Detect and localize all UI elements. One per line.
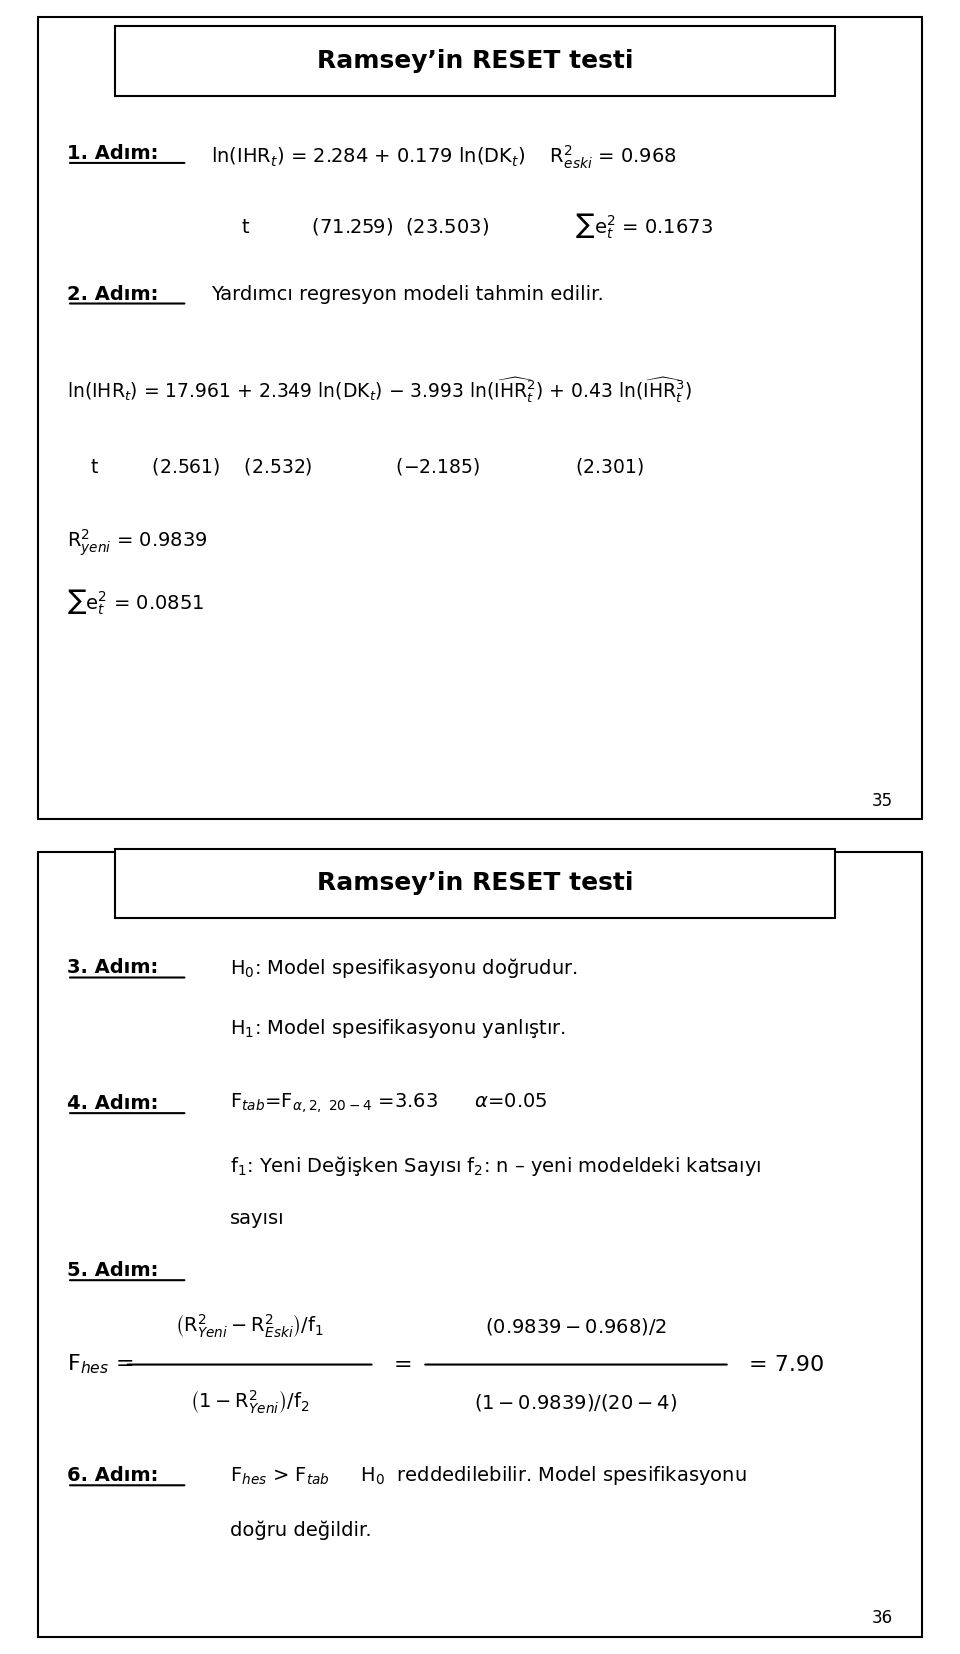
Text: =: = (394, 1355, 412, 1374)
Text: 5. Adım:: 5. Adım: (67, 1260, 158, 1280)
Text: doğru değildir.: doğru değildir. (230, 1520, 372, 1540)
Text: 35: 35 (872, 792, 893, 809)
Text: F$_{hes}$ =: F$_{hes}$ = (67, 1353, 133, 1376)
Text: $\left(1 - {\rm R}^2_{Yeni}\right)/ {\rm f}_2$: $\left(1 - {\rm R}^2_{Yeni}\right)/ {\rm… (190, 1389, 309, 1416)
Text: 1. Adım:: 1. Adım: (67, 144, 158, 164)
FancyBboxPatch shape (38, 17, 922, 819)
Text: $\left(1 - 0.9839\right)/(20 - 4)$: $\left(1 - 0.9839\right)/(20 - 4)$ (474, 1393, 678, 1413)
Text: 3. Adım:: 3. Adım: (67, 958, 158, 978)
Text: F$_{tab}$=F$_{\alpha,2,\ 20-4}$ =3.63      $\alpha$=0.05: F$_{tab}$=F$_{\alpha,2,\ 20-4}$ =3.63 $\… (230, 1092, 548, 1115)
Text: R$^2_{yeni}$ = 0.9839: R$^2_{yeni}$ = 0.9839 (67, 528, 208, 557)
Text: t         (2.561)    (2.532)              ($-$2.185)                (2.301): t (2.561) (2.532) ($-$2.185) (2.301) (67, 457, 644, 476)
Text: H$_0$: Model spesifikasyonu doğrudur.: H$_0$: Model spesifikasyonu doğrudur. (230, 956, 578, 979)
Text: 6. Adım:: 6. Adım: (67, 1465, 158, 1485)
Text: f$_1$: Yeni Değişken Sayısı f$_2$: n – yeni modeldeki katsaıyı: f$_1$: Yeni Değişken Sayısı f$_2$: n – y… (230, 1154, 762, 1178)
Text: ln(IHR$_t$) = 17.961 + 2.349 ln(DK$_t$) $-$ 3.993 ln($\widehat{\rm IHR}^2_t$) + : ln(IHR$_t$) = 17.961 + 2.349 ln(DK$_t$) … (67, 375, 692, 405)
Text: sayısı: sayısı (230, 1209, 285, 1229)
Text: F$_{hes}$ > F$_{tab}$     H$_0$  reddedilebilir. Model spesifikasyonu: F$_{hes}$ > F$_{tab}$ H$_0$ reddedilebil… (230, 1464, 747, 1487)
Text: = 7.90: = 7.90 (749, 1355, 824, 1374)
Text: ln(IHR$_t$) = 2.284 + 0.179 ln(DK$_t$)    R$^2_{eski}$ = 0.968: ln(IHR$_t$) = 2.284 + 0.179 ln(DK$_t$) R… (211, 144, 677, 170)
Text: 4. Adım:: 4. Adım: (67, 1093, 158, 1113)
FancyBboxPatch shape (115, 849, 835, 918)
Text: 2. Adım:: 2. Adım: (67, 284, 158, 304)
Text: H$_1$: Model spesifikasyonu yanlıştır.: H$_1$: Model spesifikasyonu yanlıştır. (230, 1017, 566, 1040)
Text: Ramsey’in RESET testi: Ramsey’in RESET testi (317, 872, 634, 895)
Text: t          (71.259)  (23.503)              $\sum$e$^2_t$ = 0.1673: t (71.259) (23.503) $\sum$e$^2_t$ = 0.16… (211, 212, 713, 241)
Text: $\left(0.9839 - 0.968\right)/ 2$: $\left(0.9839 - 0.968\right)/ 2$ (486, 1317, 666, 1336)
Text: 36: 36 (872, 1609, 893, 1626)
FancyBboxPatch shape (115, 26, 835, 96)
FancyBboxPatch shape (38, 852, 922, 1637)
Text: $\sum$e$^2_t$ = 0.0851: $\sum$e$^2_t$ = 0.0851 (67, 587, 204, 617)
Text: Yardımcı regresyon modeli tahmin edilir.: Yardımcı regresyon modeli tahmin edilir. (211, 284, 604, 304)
Text: Ramsey’in RESET testi: Ramsey’in RESET testi (317, 50, 634, 73)
Text: $\left({\rm R}^2_{Yeni} - {\rm R}^2_{Eski}\right)/ {\rm f}_1$: $\left({\rm R}^2_{Yeni} - {\rm R}^2_{Esk… (175, 1313, 324, 1340)
